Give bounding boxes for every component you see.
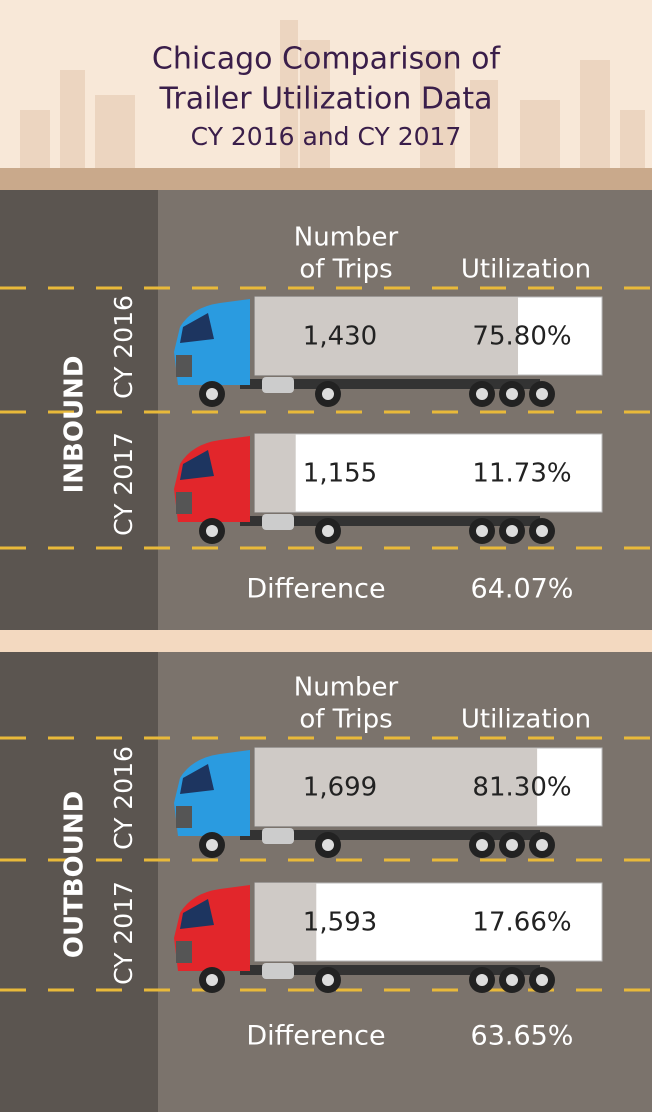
hub [476,525,488,537]
year-label: CY 2016 [109,746,138,850]
hub [322,974,334,986]
hub [506,525,518,537]
hub [476,974,488,986]
utilization-header: Utilization [461,705,591,735]
tank [262,828,294,844]
utilization-value: 75.80% [472,322,571,352]
utilization-value: 17.66% [472,908,571,938]
hub [476,388,488,400]
chassis [240,830,540,840]
difference-value: 64.07% [471,574,574,605]
tank [262,377,294,393]
title: Chicago Comparison of [152,42,502,77]
side-panel [0,190,158,630]
windshield [180,899,214,929]
utilization-header: Utilization [461,255,591,285]
hub [506,839,518,851]
side-panel [0,652,158,1112]
title: Trailer Utilization Data [158,82,492,117]
trips-value: 1,155 [303,459,377,489]
difference-value: 63.65% [471,1021,574,1052]
hub [206,839,218,851]
grille [176,492,192,514]
year-label: CY 2017 [109,881,138,985]
hub [536,388,548,400]
trips-header: Number [294,673,399,703]
cab [174,885,250,971]
trips-value: 1,593 [303,908,377,938]
year-label: CY 2017 [109,432,138,536]
utilization-fill [255,434,296,512]
grille [176,941,192,963]
trips-header: of Trips [299,705,392,735]
cab [174,299,250,385]
hub [322,525,334,537]
tank [262,963,294,979]
chassis [240,965,540,975]
section-label: OUTBOUND [60,791,90,958]
trips-header: Number [294,223,399,253]
cab [174,750,250,836]
difference-label: Difference [246,1021,385,1052]
trips-value: 1,699 [303,773,377,803]
trips-value: 1,430 [303,322,377,352]
header-band [0,168,652,190]
utilization-fill [255,748,538,826]
difference-label: Difference [246,574,385,605]
windshield [180,313,214,343]
hub [536,839,548,851]
grille [176,806,192,828]
hub [322,839,334,851]
utilization-fill [255,883,317,961]
utilization-value: 81.30% [472,773,571,803]
section-divider [0,630,652,652]
tank [262,514,294,530]
hub [506,974,518,986]
hub [506,388,518,400]
skyline [20,20,645,180]
hub [536,525,548,537]
chassis [240,516,540,526]
section-label: INBOUND [60,356,90,494]
subtitle: CY 2016 and CY 2017 [191,122,462,151]
windshield [180,764,214,794]
year-label: CY 2016 [109,295,138,399]
chassis [240,379,540,389]
utilization-value: 11.73% [472,459,571,489]
hub [206,388,218,400]
windshield [180,450,214,480]
hub [322,388,334,400]
hub [536,974,548,986]
hub [476,839,488,851]
hub [206,974,218,986]
grille [176,355,192,377]
trailer [254,433,603,513]
cab [174,436,250,522]
utilization-fill [255,297,519,375]
trips-header: of Trips [299,255,392,285]
hub [206,525,218,537]
